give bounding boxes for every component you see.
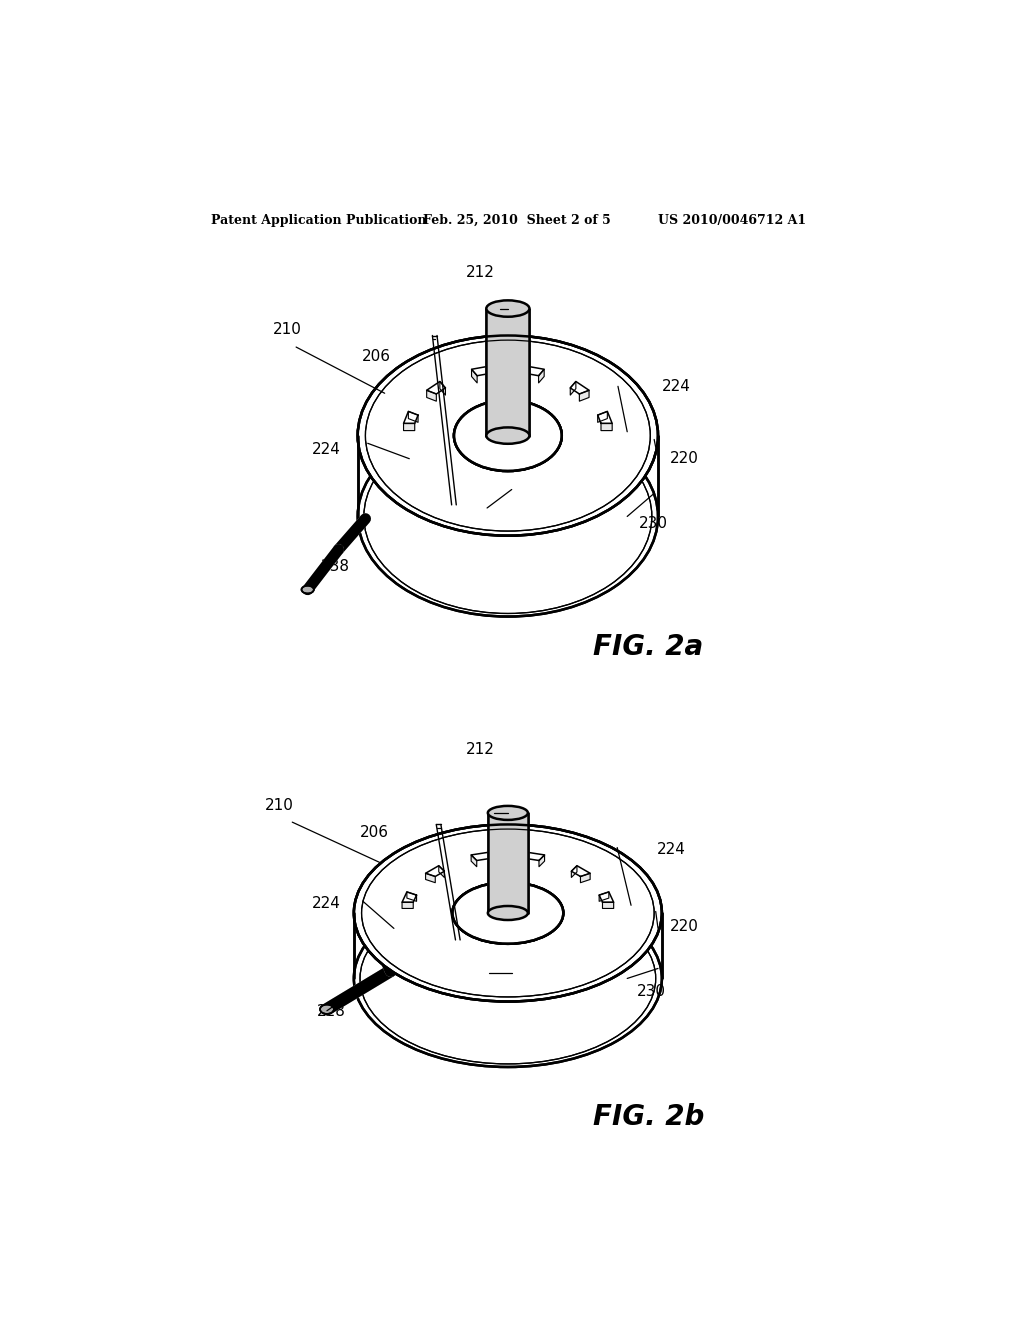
Polygon shape xyxy=(539,855,545,867)
Polygon shape xyxy=(570,381,575,395)
Text: 224: 224 xyxy=(312,896,341,911)
Polygon shape xyxy=(581,874,590,883)
Ellipse shape xyxy=(453,882,563,944)
Ellipse shape xyxy=(357,335,658,536)
Polygon shape xyxy=(571,866,590,876)
Polygon shape xyxy=(403,424,415,430)
Polygon shape xyxy=(427,391,436,401)
Polygon shape xyxy=(472,366,489,376)
Polygon shape xyxy=(601,424,612,430)
Polygon shape xyxy=(539,370,544,383)
Ellipse shape xyxy=(354,825,662,1002)
Polygon shape xyxy=(599,892,609,902)
Text: US 2010/0046712 A1: US 2010/0046712 A1 xyxy=(658,214,806,227)
Ellipse shape xyxy=(454,400,562,471)
Polygon shape xyxy=(471,853,489,861)
Polygon shape xyxy=(487,813,528,913)
Text: Feb. 25, 2010  Sheet 2 of 5: Feb. 25, 2010 Sheet 2 of 5 xyxy=(423,214,611,227)
Text: FIG. 2a: FIG. 2a xyxy=(593,634,702,661)
Text: 220: 220 xyxy=(670,451,698,466)
Polygon shape xyxy=(402,892,417,903)
Polygon shape xyxy=(526,366,544,376)
Polygon shape xyxy=(407,892,417,902)
Polygon shape xyxy=(580,391,589,401)
Text: 212: 212 xyxy=(466,265,495,280)
Text: 224: 224 xyxy=(312,442,341,457)
Ellipse shape xyxy=(301,586,313,594)
Polygon shape xyxy=(570,381,589,393)
Polygon shape xyxy=(438,866,444,878)
Polygon shape xyxy=(471,855,477,867)
Text: 210: 210 xyxy=(265,797,294,813)
Ellipse shape xyxy=(453,882,563,944)
Ellipse shape xyxy=(486,428,529,444)
Polygon shape xyxy=(598,412,612,424)
Text: 224: 224 xyxy=(475,981,505,997)
Text: 224: 224 xyxy=(662,379,691,393)
Polygon shape xyxy=(602,903,613,908)
Polygon shape xyxy=(599,892,613,903)
Ellipse shape xyxy=(486,301,529,317)
Polygon shape xyxy=(486,309,529,436)
Polygon shape xyxy=(440,381,445,395)
Text: 220: 220 xyxy=(670,919,698,935)
Text: Patent Application Publication: Patent Application Publication xyxy=(211,214,427,227)
Polygon shape xyxy=(427,381,445,393)
Text: 210: 210 xyxy=(273,322,302,337)
Text: 206: 206 xyxy=(361,348,390,364)
Polygon shape xyxy=(472,370,477,383)
Text: 206: 206 xyxy=(360,825,389,840)
Text: FIG. 2b: FIG. 2b xyxy=(593,1104,703,1131)
Polygon shape xyxy=(598,412,607,422)
Text: 238: 238 xyxy=(321,558,350,574)
Polygon shape xyxy=(402,903,414,908)
Polygon shape xyxy=(426,866,444,876)
Polygon shape xyxy=(526,853,545,861)
Ellipse shape xyxy=(319,1005,334,1014)
Polygon shape xyxy=(403,412,418,424)
Ellipse shape xyxy=(354,890,662,1067)
Polygon shape xyxy=(571,866,577,878)
Polygon shape xyxy=(409,412,418,422)
Text: 212: 212 xyxy=(466,742,495,758)
Ellipse shape xyxy=(454,400,562,471)
Ellipse shape xyxy=(487,807,528,820)
Text: 224: 224 xyxy=(473,516,502,531)
Ellipse shape xyxy=(357,416,658,616)
Polygon shape xyxy=(426,874,435,883)
Text: 230: 230 xyxy=(639,516,668,531)
Text: 230: 230 xyxy=(637,983,667,999)
Ellipse shape xyxy=(487,906,528,920)
Text: 228: 228 xyxy=(316,1005,346,1019)
Text: 224: 224 xyxy=(656,842,685,858)
